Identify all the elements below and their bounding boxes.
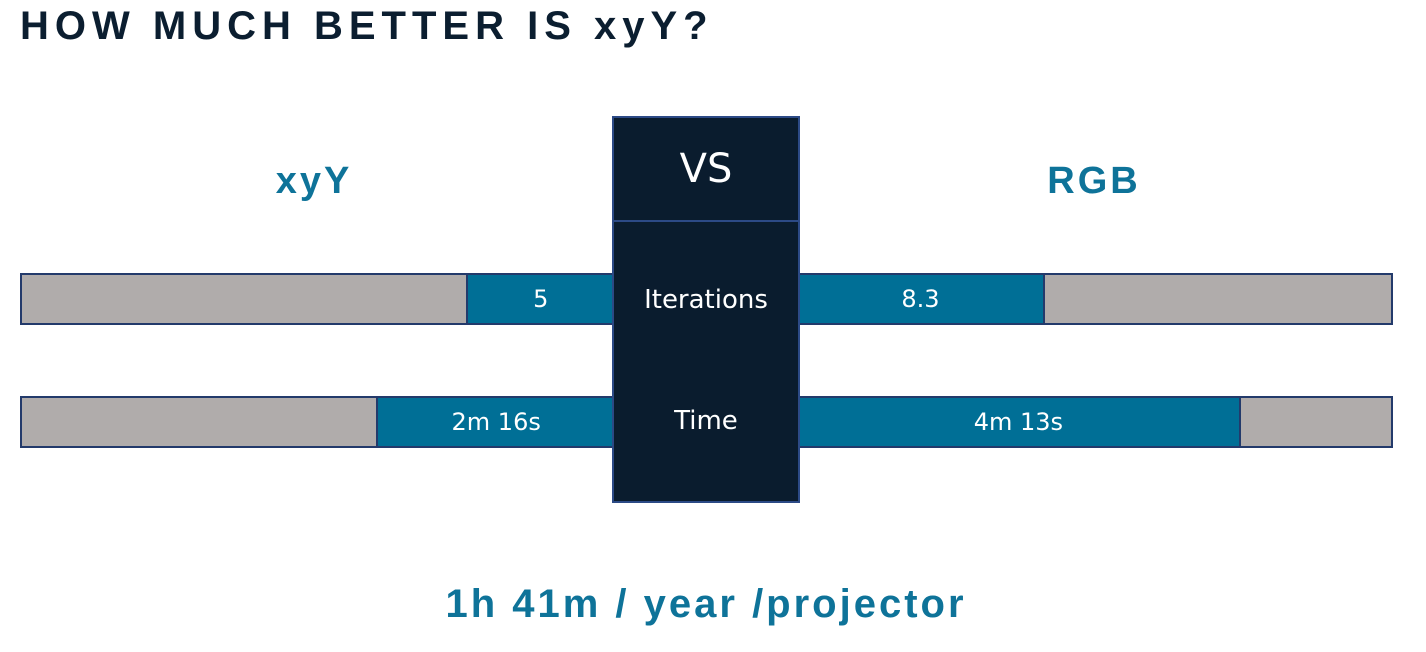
left-track-time: 2m 16s bbox=[20, 396, 614, 448]
page-title: HOW MUCH BETTER IS xyY? bbox=[20, 4, 714, 48]
left-track-iterations: 5 bbox=[20, 273, 614, 325]
left-bar-time: 2m 16s bbox=[376, 398, 614, 446]
right-bar-time: 4m 13s bbox=[798, 398, 1241, 446]
right-series-label: RGB bbox=[1047, 160, 1141, 202]
right-track-time: 4m 13s bbox=[798, 396, 1393, 448]
vs-panel: VS Iterations Time bbox=[612, 116, 800, 503]
right-track-iterations: 8.3 bbox=[798, 273, 1393, 325]
vs-label: VS bbox=[614, 118, 798, 222]
left-bar-iterations: 5 bbox=[465, 275, 614, 323]
savings-summary: 1h 41m / year /projector bbox=[445, 582, 967, 626]
left-series-label: xyY bbox=[275, 160, 353, 202]
right-bar-iterations: 8.3 bbox=[798, 275, 1045, 323]
metric-label-iterations: Iterations bbox=[644, 285, 768, 315]
metric-label-time: Time bbox=[674, 406, 738, 436]
